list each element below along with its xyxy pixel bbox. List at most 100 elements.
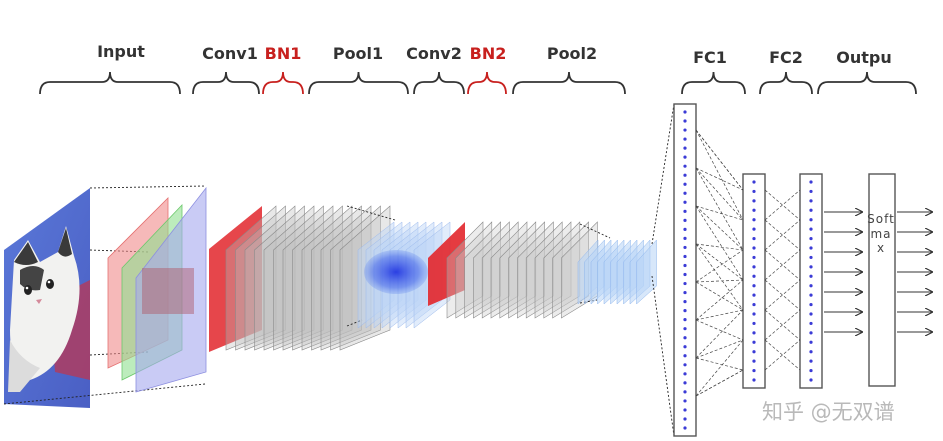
neuron-node (752, 378, 756, 382)
pool2-output-maps (577, 239, 657, 305)
fc1-fc2-connection (695, 279, 744, 321)
neuron-node (752, 189, 756, 194)
neuron-node (683, 390, 687, 394)
stage-brackets (39, 71, 917, 95)
blue-activation-blob (364, 250, 428, 294)
stage-label-pool2: Pool2 (546, 44, 598, 63)
neuron-node (752, 331, 756, 335)
neuron-node (683, 372, 687, 376)
bn2-pool2-feature-maps (446, 221, 598, 319)
gray-feature-map (320, 205, 372, 351)
neuron-node (809, 350, 813, 354)
neuron-node (752, 265, 756, 269)
neuron-node (809, 274, 813, 278)
neuron-node (683, 146, 687, 150)
neuron-node (683, 399, 687, 403)
neuron-node (752, 284, 756, 288)
neuron-node (683, 263, 687, 268)
neuron-node (683, 128, 687, 132)
neuron-node (683, 191, 687, 195)
fc1-layer-box (673, 103, 697, 437)
small-feature-map (636, 239, 657, 305)
neuron-node (683, 426, 687, 430)
neuron-node (809, 218, 813, 222)
neuron-node (752, 227, 756, 231)
neuron-node (683, 227, 687, 231)
fc1-fc2-connection (695, 249, 744, 283)
neuron-node (683, 110, 687, 114)
flatten-lines (651, 103, 675, 437)
neuron-node (752, 236, 756, 241)
neuron-node (683, 182, 687, 186)
fc2-fc3-connection (764, 219, 801, 251)
softmax-label: Softmax (867, 212, 895, 256)
bracket-bn2 (467, 71, 507, 95)
bracket-bn1 (262, 71, 304, 95)
neuron-node (683, 200, 687, 204)
neuron-node (809, 321, 813, 326)
neuron-node (809, 302, 813, 307)
pool1-projection-lines (346, 205, 396, 327)
neuron-node (809, 331, 813, 335)
neuron-node (809, 378, 813, 382)
fc2-fc3-connection (764, 309, 801, 341)
bracket-conv2 (413, 71, 465, 95)
bracket-fc1 (681, 71, 746, 95)
fc1-fc2-connection (695, 243, 744, 311)
output-arrows (824, 212, 932, 332)
neuron-node (809, 340, 813, 344)
neuron-node (683, 336, 687, 340)
neuron-node (752, 350, 756, 354)
fc1-fc2-connection (695, 357, 744, 371)
neuron-node (683, 164, 687, 168)
neuron-node (752, 293, 756, 297)
neuron-node (809, 199, 813, 203)
neuron-node (683, 417, 687, 421)
fc2-fc3-connection (764, 189, 801, 221)
fc2-fc3-connection (764, 219, 801, 251)
neuron-node (683, 354, 687, 358)
fc1-fc2-connection (695, 309, 744, 359)
fc2-fc3-connection (764, 339, 801, 371)
neuron-node (683, 236, 687, 240)
neuron-node (683, 309, 687, 313)
neuron-node (683, 408, 687, 412)
bracket-input (39, 71, 181, 95)
stage-label-output: Outpu (836, 48, 892, 67)
neuron-node (809, 368, 813, 373)
neuron-node (683, 381, 687, 385)
neuron-node (752, 312, 756, 316)
neuron-node (683, 218, 687, 222)
fc1-fc2-connection (695, 281, 744, 311)
neuron-node (809, 359, 813, 363)
neuron-node (683, 345, 687, 349)
neuron-node (809, 208, 813, 212)
neuron-node (752, 302, 756, 307)
fc2-fc3-connection (764, 279, 801, 311)
fc1-fc2-connection (695, 243, 744, 251)
stage-label-conv1: Conv1 (202, 44, 258, 63)
neuron-node (683, 155, 687, 159)
pool2-projection-lines (579, 223, 611, 304)
neuron-node (809, 246, 813, 250)
fully-connected-layers (673, 103, 823, 437)
fc1-fc2-connection (695, 129, 744, 221)
gray-feature-map (339, 205, 391, 351)
neuron-node (752, 208, 756, 212)
neuron-node (752, 218, 756, 222)
fc2-fc3-connection (764, 249, 801, 281)
neuron-node (809, 180, 813, 184)
bracket-conv1 (192, 71, 260, 95)
bracket-output (817, 71, 917, 95)
neuron-node (752, 255, 756, 260)
neuron-node (752, 274, 756, 278)
fc-connections (695, 129, 801, 397)
stage-label-input: Input (97, 42, 145, 61)
fc1-fc2-connection (695, 129, 744, 191)
neuron-node (683, 290, 687, 295)
fc1-fc2-connection (695, 339, 744, 397)
softmax-box (868, 173, 896, 387)
neuron-node (683, 245, 687, 250)
